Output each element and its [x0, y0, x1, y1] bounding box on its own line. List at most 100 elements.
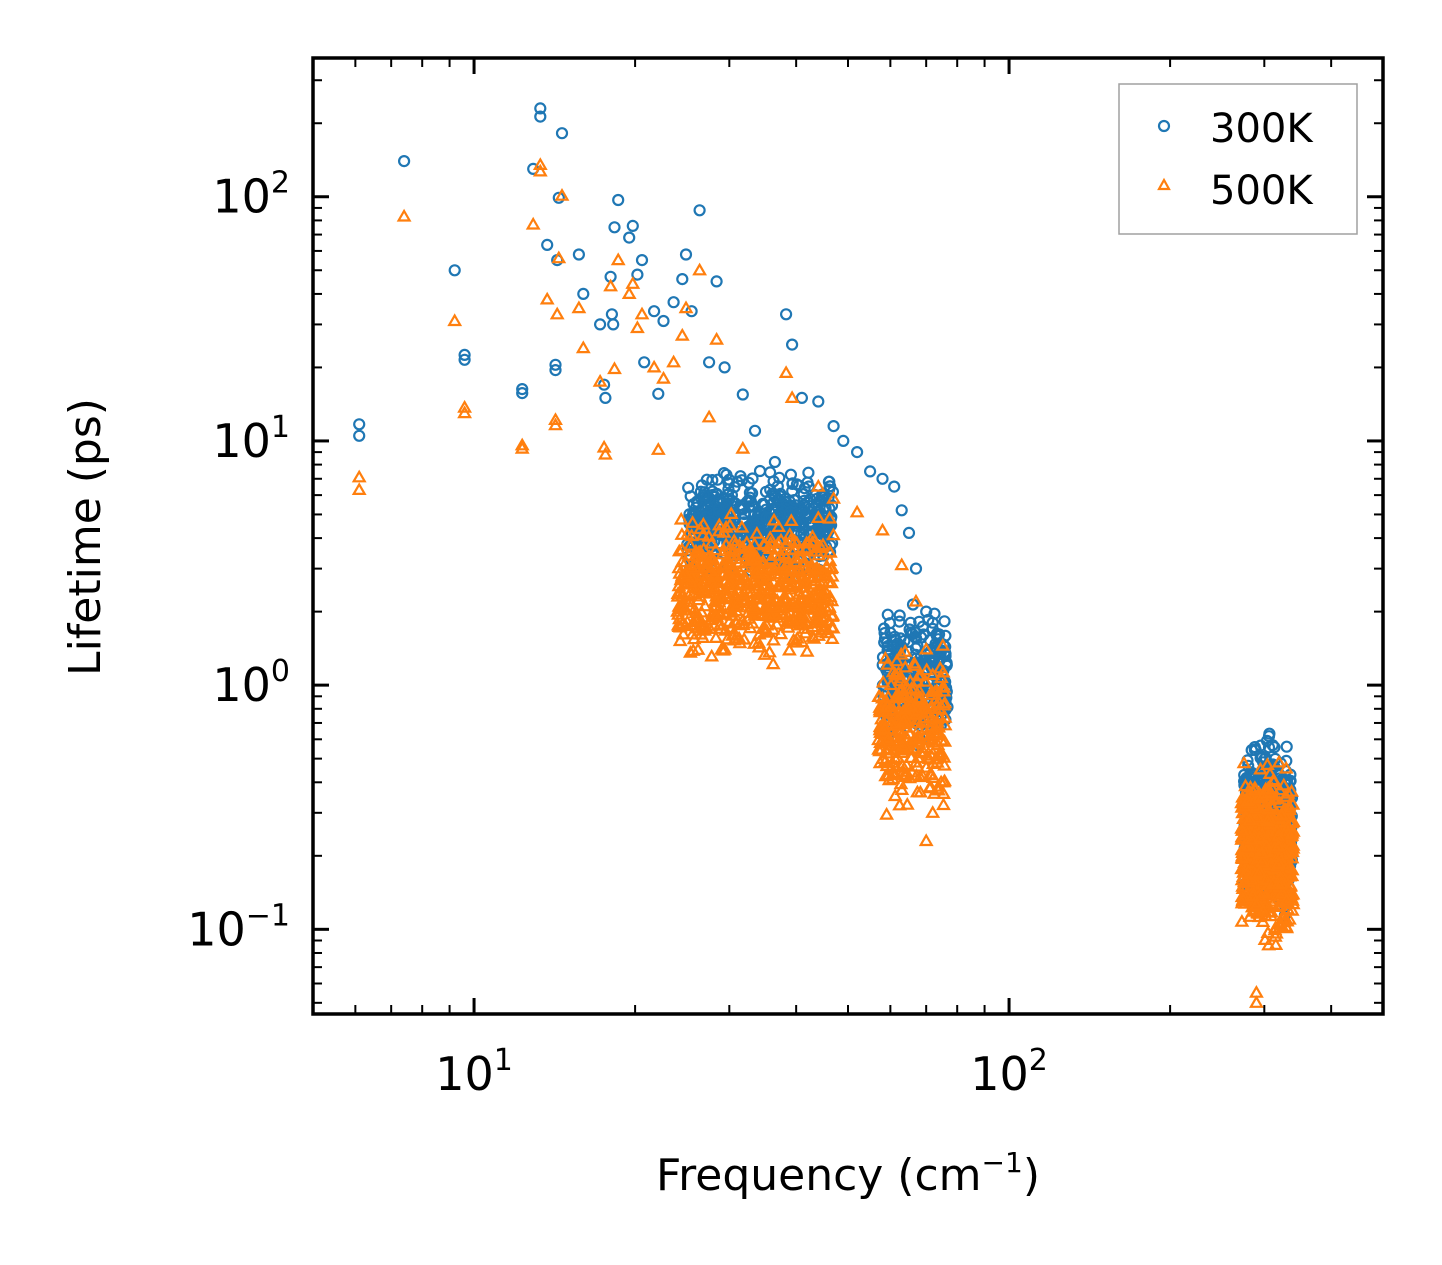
point-500K-652 — [693, 613, 709, 627]
point-500K-866 — [931, 782, 946, 796]
point-500K-660 — [735, 589, 751, 602]
point-300K-703 — [913, 615, 926, 628]
point-500K-155 — [708, 630, 724, 644]
point-300K-27 — [623, 231, 636, 244]
point-500K-0 — [351, 469, 367, 483]
point-300K-466 — [802, 466, 815, 479]
point-500K-39 — [778, 365, 794, 378]
point-500K-830 — [937, 734, 953, 747]
point-500K-47 — [918, 641, 934, 655]
point-500K-734 — [935, 638, 951, 651]
point-500K-599 — [782, 578, 798, 591]
y-tick-label: 102 — [212, 166, 290, 224]
point-500K-823 — [931, 695, 947, 709]
point-500K-395 — [801, 601, 817, 615]
point-500K-929 — [885, 766, 901, 780]
point-500K-1595 — [1254, 846, 1270, 859]
point-500K-163 — [684, 528, 700, 542]
point-500K-912 — [923, 741, 939, 755]
point-500K-943 — [922, 780, 937, 794]
point-500K-461 — [672, 633, 688, 647]
point-300K-5 — [458, 353, 471, 366]
point-500K-1569 — [1274, 807, 1290, 821]
x-tick-label: 102 — [970, 1043, 1048, 1101]
point-500K-933 — [932, 748, 948, 762]
point-300K-421 — [786, 477, 799, 490]
point-500K-673 — [789, 554, 805, 568]
point-300K-1400 — [1254, 739, 1267, 752]
point-500K-26 — [625, 276, 641, 289]
point-500K-920 — [937, 757, 952, 771]
point-500K-925 — [875, 674, 891, 688]
point-500K-670 — [769, 616, 785, 630]
point-300K-484 — [788, 494, 801, 507]
point-500K-359 — [749, 526, 765, 539]
point-300K-842 — [930, 627, 944, 640]
point-500K-661 — [749, 590, 765, 604]
point-500K-547 — [781, 642, 797, 656]
point-500K-584 — [762, 541, 778, 555]
point-300K-550 — [776, 521, 789, 534]
point-500K-1424 — [1262, 766, 1278, 780]
point-300K-31 — [638, 356, 651, 369]
point-500K-648 — [672, 584, 688, 597]
point-300K-46 — [779, 308, 793, 321]
point-500K-947 — [894, 738, 910, 752]
point-500K-747 — [879, 806, 895, 820]
point-500K-321 — [813, 568, 829, 582]
x-axis-label-exp: −1 — [982, 1146, 1023, 1179]
point-500K-1501 — [1255, 914, 1271, 928]
point-500K-458 — [751, 626, 767, 640]
point-500K-25 — [621, 286, 637, 299]
point-500K-601 — [805, 529, 820, 542]
point-300K-527 — [720, 468, 733, 481]
point-500K-585 — [711, 594, 727, 608]
point-500K-942 — [873, 735, 888, 749]
point-500K-2 — [396, 208, 412, 222]
point-500K-1420 — [1249, 810, 1265, 823]
point-300K-28 — [626, 219, 639, 232]
point-500K-303 — [718, 622, 733, 636]
y-tick-label: 100 — [212, 654, 290, 712]
point-500K-934 — [903, 698, 919, 712]
point-500K-1585 — [1280, 818, 1296, 832]
point-300K-19 — [593, 318, 607, 331]
point-500K-11 — [539, 291, 555, 305]
point-500K-819 — [893, 646, 909, 660]
point-500K-1604 — [1274, 875, 1289, 889]
point-500K-671 — [746, 536, 762, 550]
point-500K-945 — [933, 732, 949, 746]
point-300K-523 — [774, 490, 787, 503]
point-300K-43 — [736, 388, 749, 401]
point-500K-22 — [603, 278, 619, 292]
point-500K-932 — [879, 699, 895, 713]
point-500K-1128 — [1272, 795, 1288, 808]
point-500K-1566 — [1274, 885, 1290, 899]
point-500K-32 — [666, 354, 682, 368]
point-300K-349 — [717, 467, 731, 480]
y-tick-label: 101 — [212, 410, 290, 468]
point-500K-1365 — [1271, 754, 1287, 768]
point-500K-618 — [795, 591, 811, 604]
y-axis-label: Lifetime (ps) — [60, 398, 111, 676]
point-500K-1388 — [1245, 904, 1261, 917]
point-500K-588 — [723, 506, 739, 520]
point-300K-32 — [647, 305, 661, 318]
point-500K-641 — [799, 609, 815, 623]
point-500K-1471 — [1236, 849, 1252, 862]
point-300K-39 — [693, 204, 706, 217]
point-500K-1450 — [1258, 799, 1274, 812]
point-500K-518 — [772, 548, 788, 561]
point-500K-475 — [690, 642, 706, 655]
point-500K-1070 — [1284, 902, 1300, 916]
point-500K-556 — [691, 582, 707, 595]
point-300K-26 — [612, 193, 625, 207]
y-tick-label: 10−1 — [187, 898, 290, 956]
point-500K-645 — [704, 549, 720, 563]
point-500K-213 — [734, 519, 750, 533]
point-500K-350 — [799, 643, 815, 657]
point-500K-45 — [894, 557, 910, 571]
point-500K-653 — [679, 526, 695, 540]
point-500K-637 — [714, 566, 730, 580]
point-500K-12 — [548, 412, 563, 425]
